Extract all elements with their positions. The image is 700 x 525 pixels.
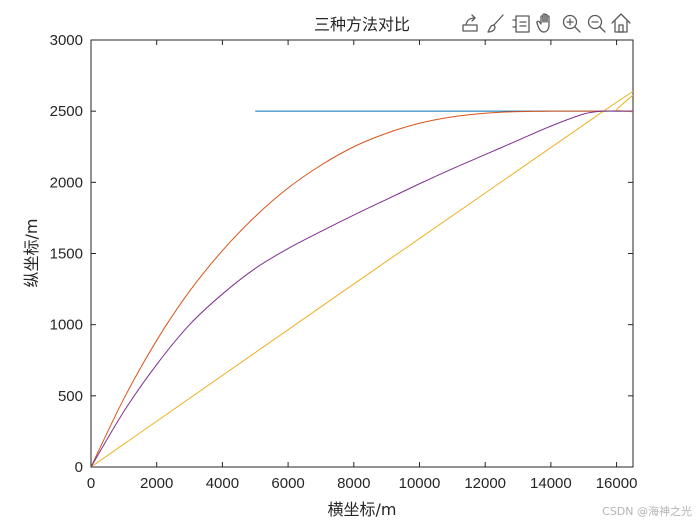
export-icon[interactable] xyxy=(462,14,478,32)
x-tick-label: 6000 xyxy=(271,475,304,492)
watermark-text: CSDN @海神之光 xyxy=(602,504,692,518)
plot-axes: 0 2000 4000 6000 8000 10000 12000 14000 16000 0 5… xyxy=(50,32,638,492)
series-line-2 xyxy=(91,110,633,467)
home-icon[interactable] xyxy=(611,13,631,33)
y-tick-label: 1500 xyxy=(50,246,83,263)
brush-icon[interactable] xyxy=(487,14,504,33)
x-tick-label: 2000 xyxy=(140,475,173,492)
pan-hand-icon[interactable] xyxy=(536,13,550,33)
x-tick-label: 0 xyxy=(87,475,95,492)
y-tick-label: 1000 xyxy=(50,317,83,334)
x-tick-label: 12000 xyxy=(464,475,506,492)
legend-icon[interactable] xyxy=(512,15,530,33)
axes-toolbar xyxy=(462,13,631,33)
x-tick-label: 14000 xyxy=(530,475,572,492)
y-tick-label: 2000 xyxy=(50,174,83,191)
series-layer xyxy=(91,90,633,467)
x-tick-label: 10000 xyxy=(399,475,441,492)
y-ticks: 0 500 1000 1500 2000 2500 3000 xyxy=(50,32,633,476)
x-tick-label: 4000 xyxy=(206,475,239,492)
x-tick-label: 16000 xyxy=(596,475,638,492)
y-axis-label: 纵坐标/m xyxy=(22,219,41,288)
chart-title: 三种方法对比 xyxy=(314,15,410,34)
y-tick-label: 2500 xyxy=(50,103,83,120)
series-line-4 xyxy=(91,110,633,467)
axes-box xyxy=(90,39,634,468)
y-tick-label: 3000 xyxy=(50,32,83,49)
x-axis-label: 横坐标/m xyxy=(328,500,397,519)
y-tick-label: 0 xyxy=(75,459,83,476)
x-tick-label: 8000 xyxy=(337,475,370,492)
zoom-out-icon[interactable] xyxy=(587,14,606,33)
x-ticks: 0 2000 4000 6000 8000 10000 12000 14000 16000 xyxy=(87,40,638,492)
zoom-in-icon[interactable] xyxy=(562,14,581,33)
y-tick-label: 500 xyxy=(58,388,83,405)
